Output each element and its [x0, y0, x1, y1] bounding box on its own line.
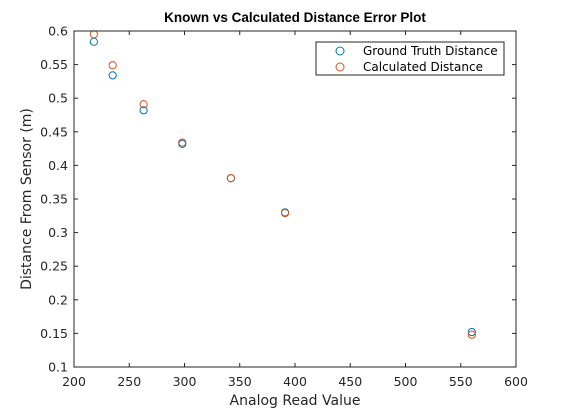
- y-tick-label: 0.3: [48, 225, 68, 240]
- y-tick-label: 0.2: [48, 292, 68, 307]
- y-tick-label: 0.6: [48, 24, 68, 39]
- legend-entry-calculated: Calculated Distance: [363, 60, 483, 74]
- legend-entry-ground-truth: Ground Truth Distance: [363, 44, 498, 58]
- y-tick-label: 0.5: [48, 91, 68, 106]
- y-tick-label: 0.4: [48, 158, 68, 173]
- axis-ticks: 200 250 300 350 400 450 500 550 600 0.1 0.15 0.2 0.2…: [40, 24, 528, 390]
- y-tick-label: 0.55: [40, 57, 68, 72]
- calculated-point: [226, 174, 236, 183]
- legend-box: [315, 41, 505, 76]
- calculated-point: [280, 209, 290, 218]
- calculated-point: [139, 100, 148, 109]
- ground-truth-point: [108, 71, 117, 80]
- axes-box: [73, 30, 517, 368]
- calculated-point: [467, 330, 476, 339]
- legend-marker-calculated: [335, 62, 345, 72]
- x-tick-label: 300: [173, 374, 197, 389]
- legend-marker-ground-truth: [335, 46, 345, 56]
- x-tick-label: 250: [117, 374, 141, 389]
- legend: Ground Truth Distance Calculated Distanc…: [315, 41, 505, 76]
- x-axis-label: Analog Read Value: [230, 393, 361, 409]
- x-tick-label: 200: [62, 374, 86, 389]
- calculated-point: [178, 138, 187, 147]
- x-tick-label: 350: [228, 374, 252, 389]
- y-tick-label: 0.15: [40, 326, 68, 341]
- x-tick-label: 500: [394, 374, 418, 389]
- y-tick-label: 0.1: [48, 360, 68, 375]
- y-axis-label: Distance From Sensor (m): [19, 108, 35, 290]
- x-tick-label: 550: [449, 374, 473, 389]
- y-tick-label: 0.35: [40, 192, 68, 207]
- x-tick-label: 450: [338, 374, 362, 389]
- ground-truth-point: [467, 327, 476, 337]
- y-tick-label: 0.25: [40, 259, 68, 274]
- y-tick-label: 0.45: [40, 124, 68, 139]
- x-tick-label: 600: [504, 374, 528, 389]
- ground-truth-point: [139, 106, 148, 115]
- chart-title: Known vs Calculated Distance Error Plot: [164, 10, 426, 25]
- x-tick-label: 400: [283, 374, 307, 389]
- calculated-point: [108, 61, 117, 70]
- plot-area: [74, 31, 516, 367]
